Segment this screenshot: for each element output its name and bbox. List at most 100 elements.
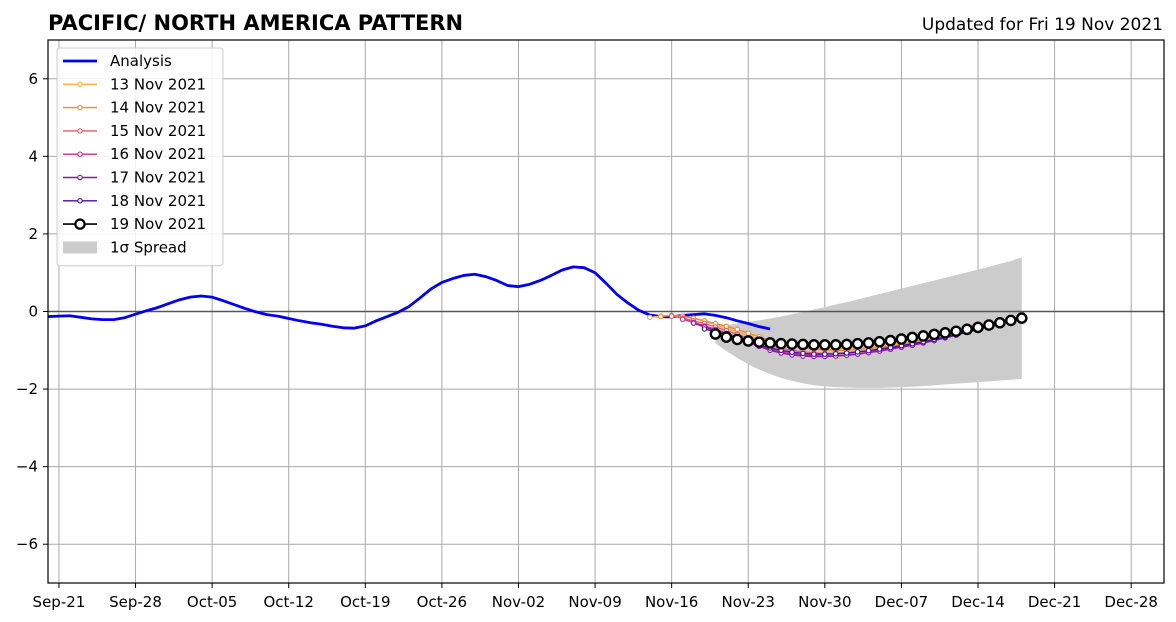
- legend-label: 15 Nov 2021: [110, 122, 206, 140]
- current-forecast-point: [775, 337, 787, 350]
- forecast-point: [865, 347, 872, 354]
- current-forecast-point: [819, 339, 831, 351]
- current-forecast-point: [862, 337, 875, 349]
- legend: Analysis 13 Nov 2021 14 Nov 2021 15 Nov 202…: [56, 47, 224, 267]
- legend-marker: [74, 218, 86, 230]
- legend-item: 13 Nov 2021: [63, 75, 206, 93]
- x-tick-label: Nov-16: [645, 593, 698, 611]
- forecast-point: [745, 330, 751, 336]
- legend-item: 18 Nov 2021: [63, 192, 206, 210]
- x-tick-label: Oct-05: [187, 593, 237, 611]
- forecast-point: [701, 326, 708, 332]
- y-tick-label: 0: [28, 303, 38, 321]
- current-forecast-point: [895, 333, 908, 345]
- legend-label: 18 Nov 2021: [110, 192, 206, 210]
- current-forecast-point: [950, 325, 962, 338]
- current-forecast-point: [851, 337, 864, 350]
- chart-title: PACIFIC/ NORTH AMERICA PATTERN: [48, 11, 463, 35]
- x-tick-label: Nov-23: [722, 593, 775, 611]
- forecast-point: [800, 350, 806, 357]
- legend-swatch: [63, 241, 97, 254]
- legend-item: 17 Nov 2021: [63, 169, 206, 187]
- y-tick-label: 6: [28, 70, 38, 88]
- forecast-point: [789, 349, 795, 355]
- forecast-point: [833, 351, 839, 357]
- legend-label: 19 Nov 2021: [110, 215, 206, 233]
- x-tick-label: Oct-19: [340, 593, 390, 611]
- chart-subtitle: Updated for Fri 19 Nov 2021: [922, 15, 1163, 35]
- current-forecast-point: [1015, 312, 1028, 324]
- legend-item: 16 Nov 2021: [63, 145, 206, 163]
- legend-marker: [77, 198, 83, 204]
- x-tick-label: Dec-28: [1104, 593, 1158, 611]
- forecast-point: [811, 351, 817, 357]
- legend-label: 17 Nov 2021: [110, 169, 206, 187]
- x-tick-label: Oct-26: [417, 593, 467, 611]
- current-forecast-point: [709, 328, 722, 340]
- x-tick-label: Dec-07: [875, 593, 929, 611]
- current-forecast-point: [764, 337, 776, 349]
- current-forecast-point: [742, 335, 755, 347]
- y-tick-label: −4: [16, 458, 38, 476]
- legend-marker: [77, 151, 83, 157]
- legend-item: 19 Nov 2021: [63, 215, 206, 233]
- forecast-point: [690, 320, 697, 326]
- legend-label: 14 Nov 2021: [110, 99, 206, 117]
- plot-area: Sep-21 Sep-28 Oct-05 Oct-12 Oct-19 Oct-26 Nov-…: [16, 39, 1165, 611]
- current-forecast-point: [840, 338, 853, 351]
- legend-item: Analysis: [63, 52, 172, 70]
- current-forecast-point: [829, 339, 842, 351]
- legend-box: [56, 47, 224, 267]
- forecast-point: [734, 326, 741, 333]
- x-tick-label: Nov-09: [568, 593, 621, 611]
- x-tick-label: Dec-21: [1028, 593, 1082, 611]
- current-forecast-point: [1005, 314, 1017, 327]
- current-forecast-point: [753, 336, 765, 348]
- current-forecast-point: [983, 319, 995, 331]
- current-forecast-point: [786, 338, 798, 350]
- legend-marker: [77, 174, 83, 181]
- forecast-point: [679, 316, 686, 323]
- y-tick-label: −6: [16, 535, 38, 553]
- x-tick-label: Dec-14: [951, 593, 1005, 611]
- current-forecast-point: [731, 333, 744, 346]
- legend-label: 16 Nov 2021: [110, 145, 206, 163]
- legend-label: 13 Nov 2021: [110, 75, 206, 93]
- forecast-point: [647, 314, 653, 321]
- current-forecast-point: [939, 327, 951, 339]
- x-tick-label: Oct-12: [263, 593, 313, 611]
- legend-item: 14 Nov 2021: [63, 99, 206, 117]
- y-tick-label: −2: [16, 380, 38, 398]
- x-tick-label: Sep-28: [109, 593, 162, 611]
- forecast-point: [876, 346, 883, 352]
- legend-marker: [77, 104, 83, 111]
- current-forecast-point: [720, 331, 733, 343]
- forecast-point: [668, 313, 675, 319]
- legend-label: Analysis: [110, 52, 172, 70]
- legend-marker: [77, 128, 83, 134]
- legend-marker: [77, 81, 83, 88]
- current-forecast-point: [808, 339, 820, 351]
- current-forecast-point: [961, 323, 973, 336]
- current-forecast-point: [917, 330, 930, 342]
- forecast-point: [822, 351, 828, 357]
- forecast-point: [657, 313, 664, 320]
- forecast-point: [843, 350, 850, 356]
- current-forecast-point: [906, 331, 919, 344]
- x-tick-label: Nov-02: [492, 593, 545, 611]
- forecast-point: [854, 349, 861, 355]
- current-forecast-point: [994, 316, 1006, 329]
- legend-item: 1σ Spread: [63, 238, 187, 256]
- y-tick-label: 4: [28, 147, 38, 165]
- y-tick-label: 2: [28, 225, 38, 243]
- legend-item: 15 Nov 2021: [63, 122, 206, 140]
- current-forecast-point: [972, 321, 984, 334]
- x-tick-label: Nov-30: [798, 593, 851, 611]
- series-current-7: [709, 312, 1028, 351]
- current-forecast-point: [884, 334, 897, 347]
- current-forecast-point: [873, 335, 886, 348]
- current-forecast-point: [797, 338, 809, 351]
- current-forecast-point: [928, 328, 941, 341]
